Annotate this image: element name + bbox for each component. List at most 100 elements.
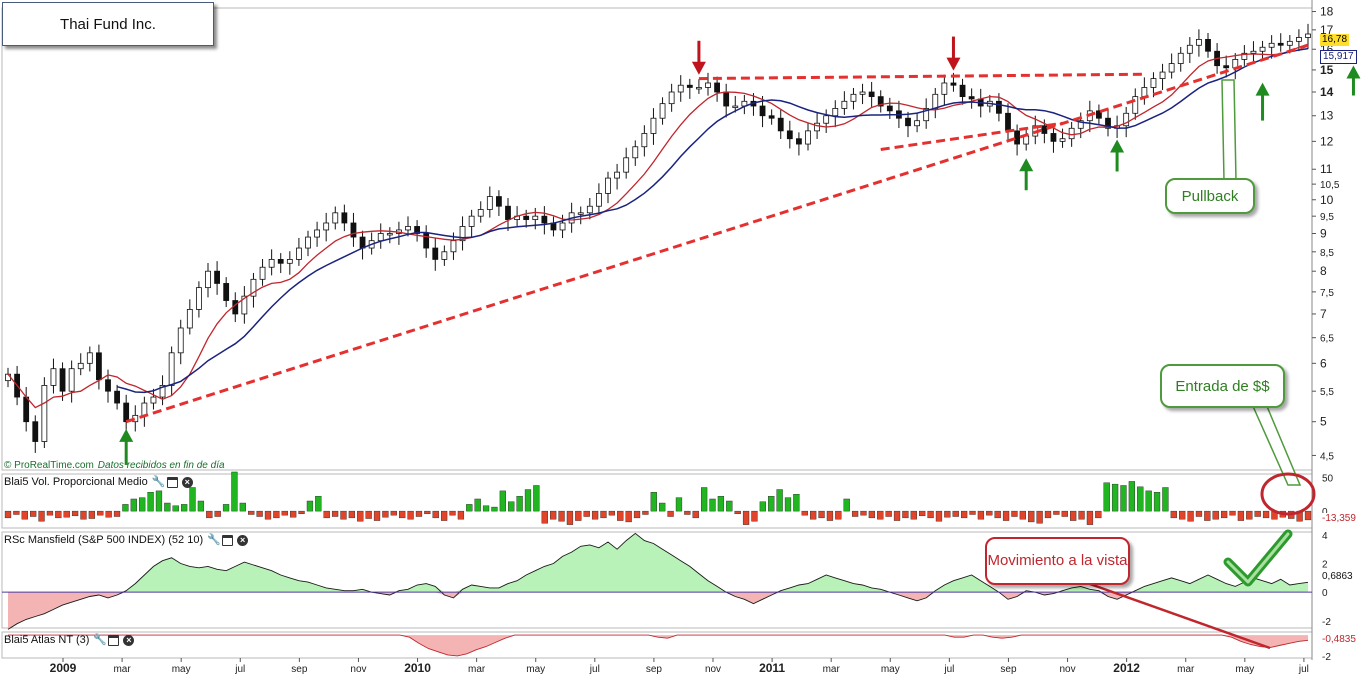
volume-bar: [960, 510, 968, 519]
volume-bar: [38, 510, 45, 522]
volume-bar: [415, 510, 423, 517]
volume-bar: [357, 510, 364, 522]
volume-bar: [927, 510, 934, 519]
price-tick-label: 5: [1320, 415, 1327, 429]
volume-bar: [659, 502, 666, 512]
wrench-icon[interactable]: 🔧: [93, 633, 108, 646]
candle-body: [759, 105, 766, 117]
volume-bar: [667, 510, 674, 517]
close-icon[interactable]: ×: [181, 476, 193, 488]
volume-bar: [1128, 481, 1136, 512]
volume-bar: [1011, 510, 1018, 517]
x-axis-label: jul: [234, 664, 245, 675]
volume-bar: [1170, 510, 1177, 519]
green-up-arrow-head: [1346, 65, 1361, 79]
volume-last-value: -13,359: [1320, 513, 1358, 525]
candle-body: [905, 117, 911, 127]
volume-bar: [633, 510, 641, 519]
volume-bar: [516, 496, 523, 512]
volume-bar: [1019, 510, 1026, 520]
candle-body: [486, 196, 493, 210]
red-down-arrow-head: [946, 57, 961, 71]
candle-body: [159, 385, 166, 398]
candle-body: [214, 270, 220, 284]
candle-body: [1259, 46, 1266, 52]
candle-body: [68, 368, 75, 392]
mansfield-panel-title: RSc Mansfield (S&P 500 INDEX) (52 10): [4, 534, 204, 546]
volume-bar: [608, 510, 616, 516]
wrench-icon[interactable]: 🔧: [151, 475, 166, 488]
red-down-arrow-head: [691, 61, 706, 75]
volume-bar: [1153, 492, 1161, 512]
volume-bar: [273, 510, 280, 519]
volume-bar: [457, 510, 465, 520]
volume-bar: [290, 510, 297, 518]
candle-body: [105, 379, 111, 392]
volume-bar: [373, 510, 381, 521]
volume-bar: [382, 510, 389, 518]
window-icon[interactable]: [222, 534, 234, 546]
volume-bar: [1036, 510, 1043, 524]
volume-bar: [1254, 510, 1261, 517]
volume-bar: [1262, 510, 1270, 519]
volume-bar: [399, 510, 406, 519]
volume-tick-label: 50: [1322, 473, 1334, 484]
volume-bar: [986, 510, 993, 516]
price-tick-label: 9: [1320, 226, 1327, 240]
checkmark-icon: [1223, 529, 1293, 587]
candle-body: [941, 82, 948, 95]
x-axis-label: 2010: [404, 661, 431, 675]
volume-bar: [675, 497, 683, 512]
green-up-arrow: [1346, 65, 1361, 96]
volume-bar: [734, 510, 741, 515]
close-icon[interactable]: ×: [237, 534, 249, 546]
volume-bar: [474, 498, 481, 512]
candle-body: [768, 115, 775, 119]
candle-body: [932, 93, 939, 109]
candle-body: [1268, 42, 1275, 48]
candle-body: [1105, 117, 1111, 129]
candle-body: [586, 205, 593, 214]
volume-bar: [499, 490, 506, 512]
candle-body: [1023, 135, 1030, 145]
candle-body: [1014, 130, 1020, 145]
x-axis-label: nov: [1059, 664, 1075, 675]
volume-bar: [826, 510, 834, 521]
red-down-arrow: [691, 40, 706, 75]
volume-bar: [239, 502, 246, 512]
candle-body: [405, 226, 411, 231]
price-tick-label: 14: [1320, 85, 1334, 99]
mansfield-line: [7, 532, 1309, 630]
volume-bar: [776, 489, 783, 512]
candle-body: [996, 100, 1002, 114]
candle-body: [432, 247, 439, 260]
volume-bar: [952, 510, 959, 517]
candle-body: [168, 352, 175, 386]
wrench-icon[interactable]: 🔧: [207, 533, 221, 546]
volume-bar: [298, 510, 305, 515]
candle-body: [177, 327, 184, 354]
close-icon[interactable]: ×: [123, 634, 135, 646]
candle-body: [632, 146, 639, 159]
volume-bar: [1053, 510, 1060, 515]
candle-body: [1277, 42, 1284, 46]
candle-body: [123, 402, 130, 423]
x-axis-label: may: [172, 664, 191, 675]
volume-bar: [625, 510, 632, 523]
ma-value-badge: 15,917: [1320, 50, 1357, 64]
window-icon[interactable]: [166, 476, 178, 488]
candle-body: [541, 215, 548, 224]
price-tick-label: 5,5: [1320, 387, 1334, 398]
candle-body: [32, 421, 39, 442]
volume-bar: [717, 496, 725, 512]
candle-body: [450, 240, 457, 253]
red-down-arrow: [946, 36, 961, 71]
volume-bar: [214, 510, 221, 517]
candle-body: [641, 133, 648, 148]
ma-red-line: [7, 43, 1309, 409]
price-tick-label: 15: [1320, 63, 1334, 77]
candle-body: [332, 212, 339, 224]
candle-body: [877, 96, 884, 107]
volume-bar: [692, 510, 699, 519]
window-icon[interactable]: [108, 634, 120, 646]
